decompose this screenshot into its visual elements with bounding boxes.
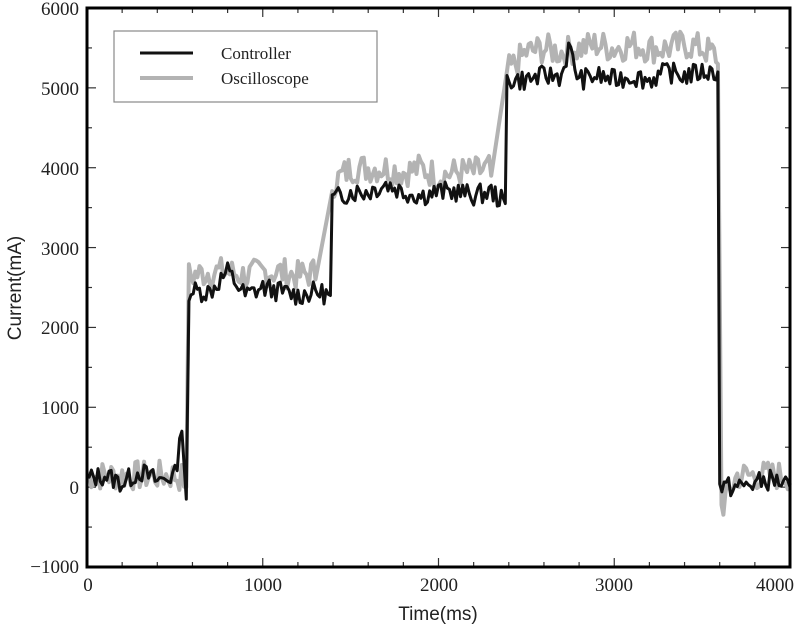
- plot-area: [85, 29, 792, 517]
- y-tick-label: 1000: [41, 398, 79, 419]
- controller-series-line: [85, 41, 792, 501]
- y-tick-label: −1000: [30, 557, 79, 578]
- y-tick-label: 4000: [41, 159, 79, 180]
- y-tick-label: 0: [70, 478, 80, 499]
- y-tick-label: 5000: [41, 79, 79, 100]
- legend-label-oscilloscope: Oscilloscope: [221, 69, 309, 88]
- legend-label-controller: Controller: [221, 44, 291, 63]
- x-tick-label: 4000: [756, 575, 794, 596]
- y-axis-title: Current(mA): [5, 236, 26, 341]
- y-tick-label: 3000: [41, 239, 79, 260]
- legend: Controller Oscilloscope: [113, 30, 378, 103]
- legend-box: [113, 30, 378, 103]
- y-tick-label: 2000: [41, 318, 79, 339]
- x-tick-label: 3000: [595, 575, 633, 596]
- y-tick-label: 6000: [41, 0, 79, 20]
- x-tick-label: 2000: [420, 575, 458, 596]
- plot-frame: [85, 6, 792, 569]
- x-axis-title: Time(ms): [398, 604, 478, 625]
- oscilloscope-series-line: [85, 29, 792, 517]
- x-tick-label: 1000: [244, 575, 282, 596]
- x-tick-label: 0: [83, 575, 93, 596]
